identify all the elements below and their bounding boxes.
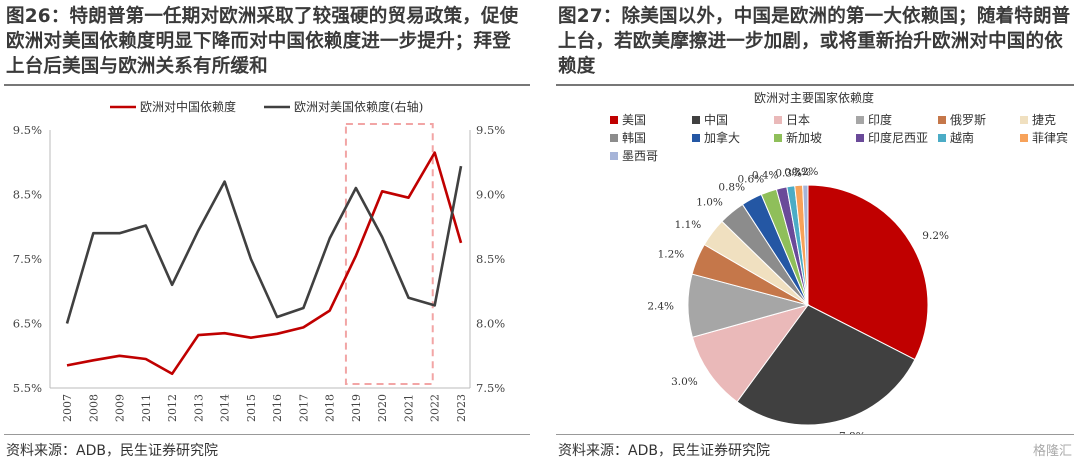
legend-swatch [774, 116, 782, 124]
x-tick-label: 2015 [245, 394, 258, 422]
pie-data-label: 9.2% [922, 230, 949, 242]
x-tick-label: 2011 [140, 394, 153, 422]
line-chart: 9.5% 8.5% 7.5% 6.5% 5.5% 9.5% 9.0% 8.5% 8.0% 7.5%… [13, 99, 506, 422]
y-left-tick-label: 5.5% [13, 381, 42, 395]
source-divider [4, 434, 530, 435]
figure-27-source: 资料来源：ADB，民生证券研究院 [558, 443, 770, 459]
legend-swatch [774, 134, 782, 142]
legend-label: 日本 [786, 113, 810, 127]
legend-swatch [1020, 116, 1028, 124]
legend-label: 印度 [868, 112, 892, 127]
legend-swatch [856, 116, 864, 124]
pie-title: 欧洲对主要国家依赖度 [754, 90, 874, 105]
legend-label: 美国 [622, 113, 646, 127]
left-panel: 图26：特朗普第一任期对欧洲采取了较强硬的贸易政策，促使欧洲对美国依赖度明显下降… [0, 0, 536, 466]
legend-label: 新加坡 [786, 130, 822, 145]
legend-swatch [938, 116, 946, 124]
legend-label: 欧洲对中国依赖度 [140, 99, 236, 114]
x-tick-label: 2007 [61, 394, 74, 422]
legend-label: 中国 [704, 112, 728, 127]
highlight-box [344, 123, 434, 385]
pie-slice [807, 184, 929, 361]
legend-swatch [610, 152, 618, 160]
legend-label: 越南 [950, 130, 974, 145]
legend-label: 墨西哥 [622, 149, 658, 163]
pie-data-label: 1.2% [658, 249, 685, 261]
legend-swatch [856, 134, 864, 142]
pie-data-label: 0.3% [784, 166, 811, 178]
source-divider [556, 434, 1074, 435]
legend-swatch [1020, 134, 1028, 142]
x-tick-label: 2022 [429, 394, 442, 422]
y-left-tick-label: 8.5% [13, 188, 42, 202]
legend-swatch [938, 134, 946, 142]
legend-label: 印度尼西亚 [868, 130, 928, 145]
x-tick-label: 2019 [350, 394, 363, 422]
series-line [65, 165, 463, 324]
x-tick-label: 2009 [114, 394, 127, 422]
figure-26-source: 资料来源：ADB，民生证券研究院 [6, 443, 218, 459]
right-panel: 图27：除美国以外，中国是欧洲的第一大依赖国；随着特朗普上台，若欧美摩擦进一步加… [552, 0, 1080, 466]
y-right-tick-label: 7.5% [476, 381, 505, 395]
pie-data-label: 3.0% [671, 376, 698, 388]
x-tick-label: 2018 [324, 394, 337, 422]
x-tick-label: 2013 [192, 394, 205, 422]
pie-slice [802, 184, 809, 306]
y-left-tick-label: 6.5% [13, 317, 42, 331]
legend-label: 捷克 [1032, 113, 1056, 127]
title-divider [556, 84, 1074, 86]
legend-swatch [692, 116, 700, 124]
y-left-tick-label: 9.5% [13, 123, 42, 137]
x-tick-label: 2017 [297, 394, 310, 422]
watermark-logo: 格隆汇 [1032, 444, 1072, 459]
figure-27-title: 图27：除美国以外，中国是欧洲的第一大依赖国；随着特朗普上台，若欧美摩擦进一步加… [558, 6, 1071, 77]
y-right-tick-label: 9.0% [476, 188, 505, 202]
pie-data-label: 0.4% [752, 169, 779, 181]
legend-label: 欧洲对美国依赖度(右轴) [294, 99, 423, 114]
x-tick-label: 2023 [455, 394, 468, 422]
x-tick-label: 2021 [402, 394, 415, 422]
x-tick-label: 2016 [271, 394, 284, 422]
legend-label: 俄罗斯 [950, 113, 986, 127]
x-tick-label: 2008 [87, 394, 100, 422]
x-tick-label: 2014 [219, 394, 232, 422]
legend-swatch [610, 116, 618, 124]
legend-label: 加拿大 [704, 130, 740, 145]
legend-label: 韩国 [622, 130, 646, 145]
pie-data-label: 1.1% [675, 219, 702, 231]
pie-data-label: 1.0% [696, 197, 723, 209]
y-right-tick-label: 9.5% [476, 123, 505, 137]
pie-data-label: 7.8% [839, 430, 866, 434]
legend-swatch [692, 134, 700, 142]
y-right-tick-label: 8.0% [476, 317, 505, 331]
pie-slice [736, 304, 916, 426]
x-tick-label: 2020 [376, 394, 389, 422]
legend-label: 菲律宾 [1032, 130, 1068, 145]
y-right-tick-label: 8.5% [476, 252, 505, 266]
title-divider [4, 84, 530, 86]
pie-data-label: 0.6% [738, 173, 765, 185]
pie-data-label: 2.4% [647, 301, 674, 313]
pie-data-label: 0.3% [775, 167, 802, 179]
series-line [66, 151, 463, 376]
pie-data-label: 0.8% [718, 182, 745, 194]
legend-swatch [610, 134, 618, 142]
pie-data-label: 0.2% [792, 166, 819, 178]
y-left-tick-label: 7.5% [13, 252, 42, 266]
x-tick-label: 2012 [166, 394, 179, 422]
figure-26-title: 图26：特朗普第一任期对欧洲采取了较强硬的贸易政策，促使欧洲对美国依赖度明显下降… [6, 6, 519, 77]
